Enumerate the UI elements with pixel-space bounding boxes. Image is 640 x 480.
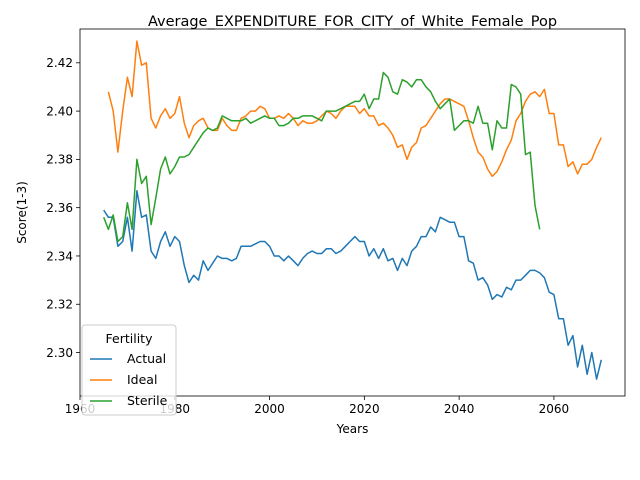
series-line-ideal xyxy=(107,40,602,178)
legend-items: Actual Ideal Sterile xyxy=(90,351,168,408)
legend-label: Sterile xyxy=(127,393,168,408)
legend-title: Fertility xyxy=(106,331,154,346)
x-axis-label: Years xyxy=(336,422,369,436)
y-axis-ticks: 2.30 2.32 2.34 2.36 2.38 2.40 2.42 xyxy=(46,56,80,360)
y-tick-label: 2.38 xyxy=(46,153,73,167)
y-tick-label: 2.30 xyxy=(46,346,73,360)
legend-label: Ideal xyxy=(127,372,157,387)
y-tick-label: 2.42 xyxy=(46,56,73,70)
x-tick-label: 2020 xyxy=(349,402,380,416)
legend-box xyxy=(81,324,177,416)
series-line-sterile xyxy=(103,71,541,243)
legend-item-ideal: Ideal xyxy=(90,372,157,387)
legend: Fertility Actual Ideal Sterile xyxy=(81,324,177,416)
y-axis-label: Score(1-3) xyxy=(15,181,29,244)
chart-title: Average_EXPENDITURE_FOR_CITY_of_White_Fe… xyxy=(148,14,557,30)
legend-label: Actual xyxy=(127,351,166,366)
y-tick-label: 2.32 xyxy=(46,298,73,312)
plot-frame xyxy=(79,28,626,397)
x-tick-label: 2000 xyxy=(254,402,285,416)
x-tick-label: 2040 xyxy=(444,402,475,416)
legend-item-sterile: Sterile xyxy=(90,393,168,408)
y-tick-label: 2.36 xyxy=(46,201,73,215)
series-layer xyxy=(103,40,603,380)
y-tick-label: 2.34 xyxy=(46,249,73,263)
legend-item-actual: Actual xyxy=(90,351,166,366)
x-tick-label: 2060 xyxy=(539,402,570,416)
y-tick-label: 2.40 xyxy=(46,104,73,118)
series-line-actual xyxy=(103,190,603,380)
